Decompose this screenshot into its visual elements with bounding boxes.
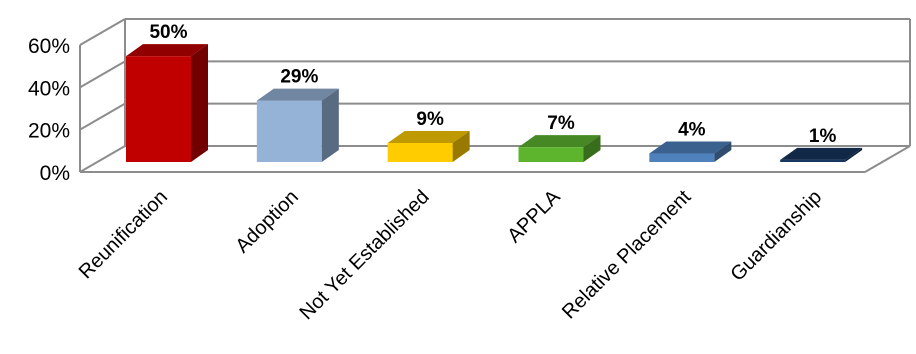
bar-side: [583, 135, 601, 162]
bar-side: [191, 44, 208, 162]
x-category-label: Adoption: [231, 186, 302, 257]
bar-top: [518, 135, 601, 148]
data-label: 1%: [809, 126, 837, 147]
bar-top: [649, 141, 732, 154]
gridline-side: [79, 60, 126, 89]
bar-front: [518, 147, 584, 162]
y-tick-label: 0%: [40, 162, 70, 185]
y-tick-label: 20%: [28, 120, 70, 143]
data-label: 4%: [678, 120, 706, 141]
bar-front: [256, 100, 322, 162]
x-category-label: Guardianship: [727, 186, 827, 286]
bar-side: [452, 130, 470, 162]
data-label: 7%: [547, 113, 575, 134]
x-category-label: Not Yet Established: [295, 186, 433, 324]
data-label: 9%: [416, 109, 444, 130]
data-label: 50%: [149, 22, 187, 43]
gridline-side: [79, 18, 126, 46]
y-tick-label: 60%: [28, 35, 70, 58]
bar-top: [780, 147, 863, 160]
floor-right-edge: [864, 145, 911, 173]
x-category-label: APPLA: [503, 186, 565, 248]
bar-front: [649, 153, 715, 162]
gridline-side: [79, 145, 126, 173]
bar-side: [714, 141, 732, 162]
y-tick-label: 40%: [28, 77, 70, 100]
bar-front: [780, 159, 846, 162]
bar-side: [845, 147, 863, 162]
bar-top: [126, 44, 208, 57]
data-label: 29%: [280, 67, 318, 88]
bar-top: [256, 88, 339, 101]
x-category-label: Relative Placement: [558, 186, 696, 324]
bar-top: [387, 130, 470, 143]
bar-front: [126, 56, 191, 162]
gridline-side: [79, 102, 126, 131]
bar-side: [321, 88, 339, 162]
bar-front: [387, 142, 453, 162]
x-category-label: Reunification: [75, 186, 172, 283]
